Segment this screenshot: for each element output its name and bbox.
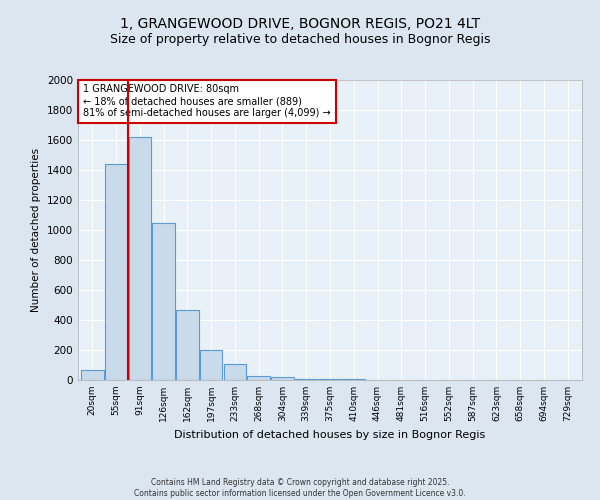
Text: 1, GRANGEWOOD DRIVE, BOGNOR REGIS, PO21 4LT: 1, GRANGEWOOD DRIVE, BOGNOR REGIS, PO21 … [120,18,480,32]
Bar [200,350,223,380]
Text: 1 GRANGEWOOD DRIVE: 80sqm
← 18% of detached houses are smaller (889)
81% of semi: 1 GRANGEWOOD DRIVE: 80sqm ← 18% of detac… [83,84,331,117]
Bar [105,164,127,380]
Bar [247,376,270,380]
Bar [128,137,151,380]
X-axis label: Distribution of detached houses by size in Bognor Regis: Distribution of detached houses by size … [175,430,485,440]
Text: Contains HM Land Registry data © Crown copyright and database right 2025.
Contai: Contains HM Land Registry data © Crown c… [134,478,466,498]
Bar [224,364,246,380]
Bar [295,378,317,380]
Bar [81,370,104,380]
Bar [152,222,175,380]
Y-axis label: Number of detached properties: Number of detached properties [31,148,41,312]
Bar [271,377,294,380]
Bar [343,379,365,380]
Text: Size of property relative to detached houses in Bognor Regis: Size of property relative to detached ho… [110,32,490,46]
Bar [176,310,199,380]
Bar [319,379,341,380]
